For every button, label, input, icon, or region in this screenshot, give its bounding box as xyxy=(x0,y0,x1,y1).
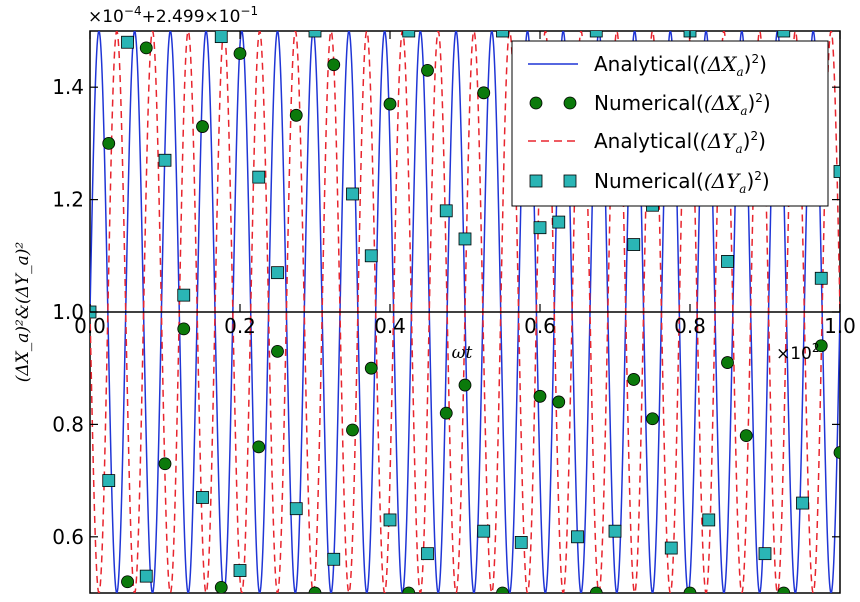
numerical-x-point xyxy=(327,58,341,72)
x-tick-label: 0.8 xyxy=(674,314,706,338)
numerical-x-point xyxy=(589,586,603,593)
legend-swatch-numerical-x-2 xyxy=(563,96,577,110)
numerical-y-point xyxy=(364,249,378,263)
numerical-y-point xyxy=(421,547,434,561)
numerical-y-point xyxy=(758,547,772,561)
y-tick-label: 1.2 xyxy=(52,188,84,212)
numerical-x-point xyxy=(739,429,753,443)
numerical-y-point xyxy=(514,536,528,549)
legend-swatch-numerical-y-2 xyxy=(563,174,577,188)
numerical-y-point xyxy=(571,530,584,544)
numerical-y-point xyxy=(814,271,828,285)
legend-label-numerical-y: Numerical((ΔYa)2) xyxy=(594,169,770,196)
numerical-y-point xyxy=(721,255,734,268)
numerical-y-point xyxy=(177,288,191,302)
numerical-x-point xyxy=(721,356,734,369)
x-tick-label: 0.6 xyxy=(524,314,556,338)
numerical-y-point xyxy=(121,35,134,49)
numerical-x-point xyxy=(196,120,209,133)
legend-label-analytical-x: Analytical((ΔXa)2) xyxy=(594,52,767,79)
y-offset-label: ×10−4+2.499×10−1 xyxy=(88,4,258,27)
numerical-x-point xyxy=(364,361,378,375)
x-scale-label: ×102 xyxy=(776,341,820,364)
numerical-x-point xyxy=(139,41,153,55)
numerical-x-point xyxy=(177,322,191,336)
numerical-y-point xyxy=(158,153,172,167)
numerical-x-point xyxy=(552,395,566,409)
numerical-x-point xyxy=(214,580,228,593)
numerical-x-point xyxy=(683,586,697,593)
y-tick-label: 0.6 xyxy=(52,525,84,549)
x-tick-label: 0.0 xyxy=(74,314,106,338)
legend-swatch-numerical-x-1 xyxy=(529,96,543,110)
numerical-y-point xyxy=(458,232,472,246)
numerical-y-point xyxy=(271,266,284,280)
numerical-x-point xyxy=(777,586,791,593)
y-tick-label: 0.8 xyxy=(52,412,84,436)
legend: Analytical((ΔXa)2) Numerical((ΔXa)2) Ana… xyxy=(511,40,829,207)
numerical-x-point xyxy=(289,108,303,122)
numerical-y-point xyxy=(833,165,840,178)
numerical-x-point xyxy=(271,344,284,358)
numerical-x-point xyxy=(346,423,359,437)
numerical-y-point xyxy=(702,513,716,527)
numerical-x-point xyxy=(496,586,509,593)
numerical-y-point xyxy=(402,31,416,38)
numerical-x-point xyxy=(627,373,641,386)
numerical-x-point xyxy=(102,136,116,150)
numerical-y-point xyxy=(383,513,397,527)
numerical-y-point xyxy=(796,496,809,510)
numerical-y-point xyxy=(496,31,509,38)
numerical-y-point xyxy=(533,221,547,235)
numerical-y-point xyxy=(439,204,453,218)
legend-swatch-numerical-y-1 xyxy=(529,174,543,188)
legend-label-numerical-x: Numerical((ΔXa)2) xyxy=(594,91,771,118)
x-tick-label: 0.2 xyxy=(224,314,256,338)
numerical-y-point xyxy=(289,502,303,516)
numerical-x-point xyxy=(533,389,547,403)
y-tick-label: 1.4 xyxy=(52,75,84,99)
numerical-y-point xyxy=(233,564,247,577)
numerical-x-point xyxy=(252,440,266,454)
legend-label-analytical-y: Analytical((ΔYa)2) xyxy=(594,129,766,156)
numerical-y-point xyxy=(102,474,116,488)
numerical-y-point xyxy=(252,170,266,184)
numerical-x-point xyxy=(439,406,453,420)
numerical-x-point xyxy=(308,586,322,593)
numerical-x-point xyxy=(233,47,247,60)
y-tick-label: 1.0 xyxy=(52,300,84,324)
numerical-x-point xyxy=(402,586,416,593)
numerical-x-point xyxy=(421,63,434,77)
numerical-y-point xyxy=(139,569,153,583)
numerical-x-point xyxy=(158,457,172,471)
numerical-x-point xyxy=(383,97,397,111)
numerical-y-point xyxy=(589,31,603,38)
x-tick-label: 0.4 xyxy=(374,314,406,338)
axis-ticks: 0.0 0.2 0.4 0.6 0.8 1.0 0.6 0.8 1.0 1.2 1.4 xyxy=(52,31,856,549)
numerical-y-point xyxy=(664,541,678,555)
numerical-x-point xyxy=(833,446,840,459)
numerical-x-point xyxy=(646,412,659,426)
y-axis-label: (ΔX_a)²&(ΔY_a)² xyxy=(13,242,33,383)
numerical-y-point xyxy=(608,524,622,538)
numerical-x-point xyxy=(458,378,472,392)
numerical-y-point xyxy=(627,238,641,251)
numerical-x-point xyxy=(477,86,491,100)
numerical-y-point xyxy=(552,215,566,229)
numerical-y-point xyxy=(327,552,341,566)
numerical-y-point xyxy=(346,187,359,201)
numerical-x-point xyxy=(121,575,134,589)
numerical-y-point xyxy=(214,31,228,44)
numerical-y-point xyxy=(196,491,209,504)
numerical-x-point xyxy=(814,339,828,353)
numerical-y-point xyxy=(477,524,491,538)
x-tick-label: 1.0 xyxy=(824,314,856,338)
x-axis-label: ωt xyxy=(452,343,473,363)
numerical-y-point xyxy=(777,31,791,38)
numerical-y-point xyxy=(308,31,322,38)
